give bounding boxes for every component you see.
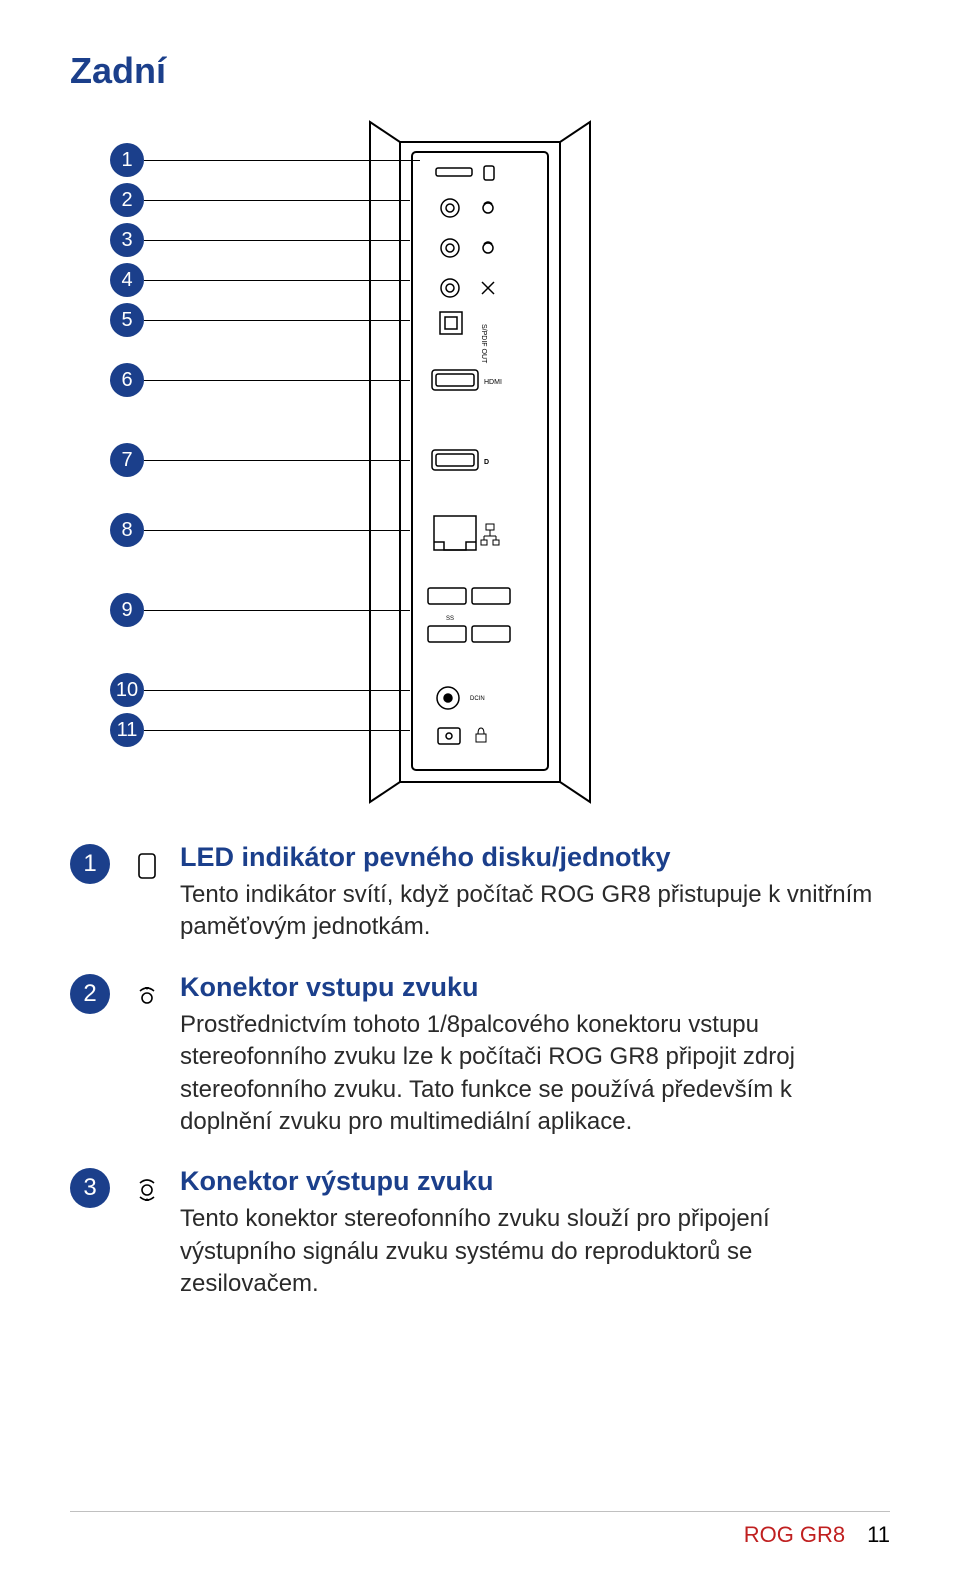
callout-10: 10 [110, 673, 410, 707]
callout-badge: 9 [110, 593, 144, 627]
description-body: Tento indikátor svítí, když počítač ROG … [180, 879, 890, 944]
callout-1: 1 [110, 143, 420, 177]
callout-leader-line [144, 690, 410, 691]
description-title: LED indikátor pevného disku/jednotky [180, 842, 890, 873]
disk-icon [132, 846, 162, 886]
description-text: Konektor vstupu zvuku Prostřednictvím toh… [180, 972, 890, 1139]
description-row: 2 Konektor vstupu zvuku Prostřednictvím to… [70, 972, 890, 1139]
label-ss: SS [446, 616, 454, 622]
label-hdmi: HDMI [484, 379, 502, 386]
description-badge: 2 [70, 974, 110, 1014]
callout-5: 5 [110, 303, 410, 337]
callout-badge: 6 [110, 363, 144, 397]
callout-badge: 11 [110, 713, 144, 747]
callout-leader-line [144, 380, 410, 381]
callout-3: 3 [110, 223, 410, 257]
callout-11: 11 [110, 713, 410, 747]
callout-leader-line [144, 320, 410, 321]
rear-diagram: S/PDIF OUT HDMI D SS DCIN 1 2 3 4 5 6 7 8 9 10 11 [70, 112, 890, 812]
description-title: Konektor výstupu zvuku [180, 1166, 890, 1197]
callout-leader-line [144, 460, 410, 461]
description-row: 1 LED indikátor pevného disku/jednotky Ten… [70, 842, 890, 944]
page-footer: ROG GR8 11 [70, 1511, 890, 1548]
callout-leader-line [144, 280, 410, 281]
callout-8: 8 [110, 513, 410, 547]
label-dcin: DCIN [470, 696, 485, 702]
callout-badge: 10 [110, 673, 144, 707]
callout-badge: 1 [110, 143, 144, 177]
callout-leader-line [144, 160, 420, 161]
description-text: LED indikátor pevného disku/jednotky Tent… [180, 842, 890, 944]
callout-badge: 7 [110, 443, 144, 477]
callout-6: 6 [110, 363, 410, 397]
description-text: Konektor výstupu zvuku Tento konektor ste… [180, 1166, 890, 1300]
description-body: Tento konektor stereofonního zvuku slouž… [180, 1203, 890, 1300]
audio-in-icon [132, 976, 162, 1016]
callout-leader-line [144, 240, 410, 241]
callout-badge: 5 [110, 303, 144, 337]
description-badge: 3 [70, 1168, 110, 1208]
callout-4: 4 [110, 263, 410, 297]
audio-out-icon [132, 1170, 162, 1210]
callout-badge: 4 [110, 263, 144, 297]
description-row: 3 Konektor výstupu zvuku Tento konektor st… [70, 1166, 890, 1300]
callout-9: 9 [110, 593, 410, 627]
description-body: Prostřednictvím tohoto 1/8palcového kone… [180, 1009, 890, 1139]
callout-leader-line [144, 530, 410, 531]
callout-7: 7 [110, 443, 410, 477]
label-spdif: S/PDIF OUT [480, 324, 487, 364]
callout-leader-line [144, 730, 410, 731]
callout-2: 2 [110, 183, 410, 217]
callout-leader-line [144, 610, 410, 611]
footer-page-number: 11 [867, 1522, 890, 1548]
description-title: Konektor vstupu zvuku [180, 972, 890, 1003]
label-dp: D [484, 459, 489, 466]
page-title: Zadní [70, 50, 890, 92]
footer-model: ROG GR8 [744, 1522, 845, 1548]
description-list: 1 LED indikátor pevného disku/jednotky Ten… [70, 842, 890, 1301]
callout-badge: 2 [110, 183, 144, 217]
callout-badge: 8 [110, 513, 144, 547]
description-badge: 1 [70, 844, 110, 884]
callout-leader-line [144, 200, 410, 201]
callout-badge: 3 [110, 223, 144, 257]
